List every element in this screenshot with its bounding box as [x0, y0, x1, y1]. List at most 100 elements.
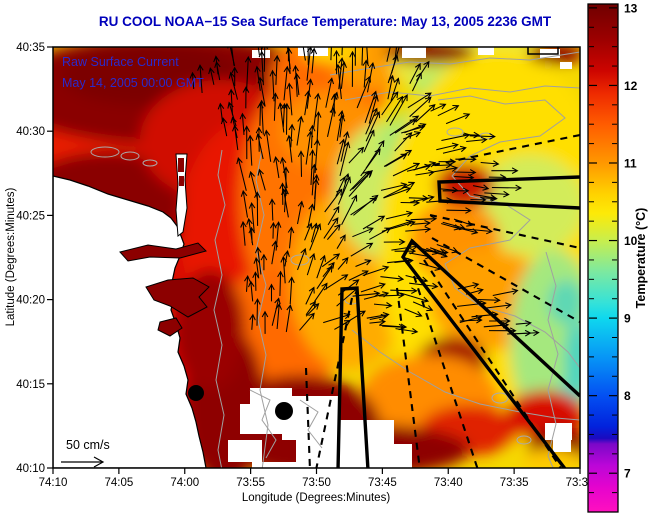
current-vector-arrow	[465, 287, 484, 295]
current-vector-arrow	[268, 198, 276, 221]
current-vector-arrow	[354, 47, 356, 66]
current-vector-arrow	[258, 99, 266, 135]
current-vector-arrow	[286, 134, 293, 163]
current-vector-arrow	[429, 247, 446, 255]
overlay-legend-line2: May 14, 2005 00:00 GMT	[62, 76, 204, 90]
current-vector-arrow	[380, 182, 408, 191]
y-tick-label: 40:25	[16, 210, 45, 222]
current-vector-arrow	[283, 249, 290, 267]
colorbar-tick-label: 10	[624, 234, 638, 248]
overlay-legend-line1: Raw Surface Current	[62, 55, 179, 69]
current-vector-arrow	[247, 134, 254, 166]
current-vector-arrow	[445, 113, 471, 125]
current-vector-arrow	[341, 47, 343, 56]
current-vector-arrow	[352, 227, 374, 238]
current-vector-arrow	[248, 170, 259, 201]
current-vector-arrow	[472, 184, 490, 191]
bathymetry-contour-loop	[142, 159, 158, 167]
current-vector-arrow	[469, 133, 496, 140]
current-vector-arrow	[383, 186, 412, 199]
current-vector-arrow	[389, 94, 408, 126]
current-vector-arrow	[281, 188, 289, 218]
bathymetry-contour-loop	[446, 127, 464, 137]
current-vector-arrow	[228, 71, 239, 100]
current-vector-arrow	[405, 226, 432, 233]
current-vector-arrow	[283, 102, 291, 135]
colorbar-tick-label: 11	[624, 156, 637, 170]
current-vector-arrow	[254, 298, 261, 326]
current-vector-arrow	[299, 312, 315, 331]
current-vector-arrow	[387, 54, 399, 84]
sst-blob	[565, 320, 580, 400]
current-vector-arrow	[279, 182, 286, 205]
estuary-inlet	[157, 317, 183, 337]
cloud-patch	[545, 423, 572, 440]
current-vector-arrow	[305, 130, 314, 165]
current-vector-arrow	[349, 50, 356, 87]
current-vector-arrow	[446, 207, 472, 214]
current-vector-arrow	[306, 78, 314, 109]
radar-bearing-dashed-line	[304, 367, 311, 468]
current-vector-arrow	[308, 124, 316, 149]
current-vector-arrow	[242, 86, 250, 109]
current-vector-arrow	[336, 234, 346, 249]
current-vector-arrow	[360, 148, 381, 177]
cloud-patch	[560, 62, 572, 69]
colorbar-border	[587, 3, 619, 513]
bathymetry-contour	[249, 389, 277, 459]
current-vector-arrow	[405, 274, 429, 283]
cloud-patch	[402, 47, 426, 58]
current-vector-arrow	[515, 320, 532, 327]
current-vector-arrow	[442, 187, 470, 195]
current-vector-arrow	[314, 282, 328, 302]
estuary-inlet	[119, 242, 207, 262]
current-vector-arrow	[255, 246, 262, 275]
current-vector-arrow	[271, 92, 279, 121]
current-vector-arrow	[273, 155, 280, 179]
current-vector-arrow	[434, 161, 453, 169]
current-vector-arrow	[316, 265, 333, 290]
current-vector-arrow	[385, 153, 408, 167]
current-vector-arrow	[214, 60, 221, 81]
current-vector-arrow	[338, 57, 345, 90]
current-vector-arrow	[454, 174, 475, 181]
current-vector-arrow	[292, 64, 299, 97]
current-vector-arrow	[309, 223, 322, 251]
current-vector-arrow	[274, 221, 282, 251]
current-vector-arrow	[253, 256, 261, 279]
x-tick-label: 74:05	[104, 477, 133, 489]
current-vector-arrow	[321, 253, 341, 268]
current-vector-arrow	[316, 254, 327, 279]
current-vector-arrow	[340, 61, 347, 89]
current-vector-arrow	[189, 71, 197, 89]
current-vector-arrow	[373, 302, 393, 309]
surface-current-vectors	[189, 47, 540, 337]
current-vector-arrow	[240, 189, 249, 218]
current-vector-arrow	[260, 253, 268, 271]
current-vector-arrow	[395, 327, 419, 335]
current-vector-arrow	[365, 107, 378, 135]
station-dots	[188, 385, 293, 420]
current-vector-arrow	[408, 252, 433, 260]
current-vector-arrow	[236, 157, 247, 191]
current-vector-arrow	[252, 271, 259, 291]
current-vector-arrow	[392, 162, 421, 177]
current-vector-arrow	[305, 300, 316, 316]
cloud-patch	[228, 440, 262, 462]
current-vector-arrow	[410, 215, 438, 223]
current-vector-arrow	[410, 194, 435, 203]
current-vector-arrow	[362, 265, 390, 276]
scale-arrow-label: 50 cm/s	[66, 438, 110, 452]
current-vector-arrow	[305, 47, 311, 66]
current-vector-arrow	[383, 238, 406, 246]
current-vector-arrow	[305, 286, 315, 305]
current-vector-arrow	[337, 176, 352, 205]
current-vector-arrow	[480, 195, 498, 202]
current-vector-arrow	[244, 55, 252, 91]
sandy-hook-spit	[175, 153, 188, 237]
current-vector-arrow	[408, 195, 430, 202]
current-vector-arrow	[386, 95, 404, 123]
x-tick-label: 73:45	[368, 477, 397, 489]
current-vector-arrow	[263, 129, 272, 162]
colorbar-tick-label: 7	[624, 467, 631, 481]
